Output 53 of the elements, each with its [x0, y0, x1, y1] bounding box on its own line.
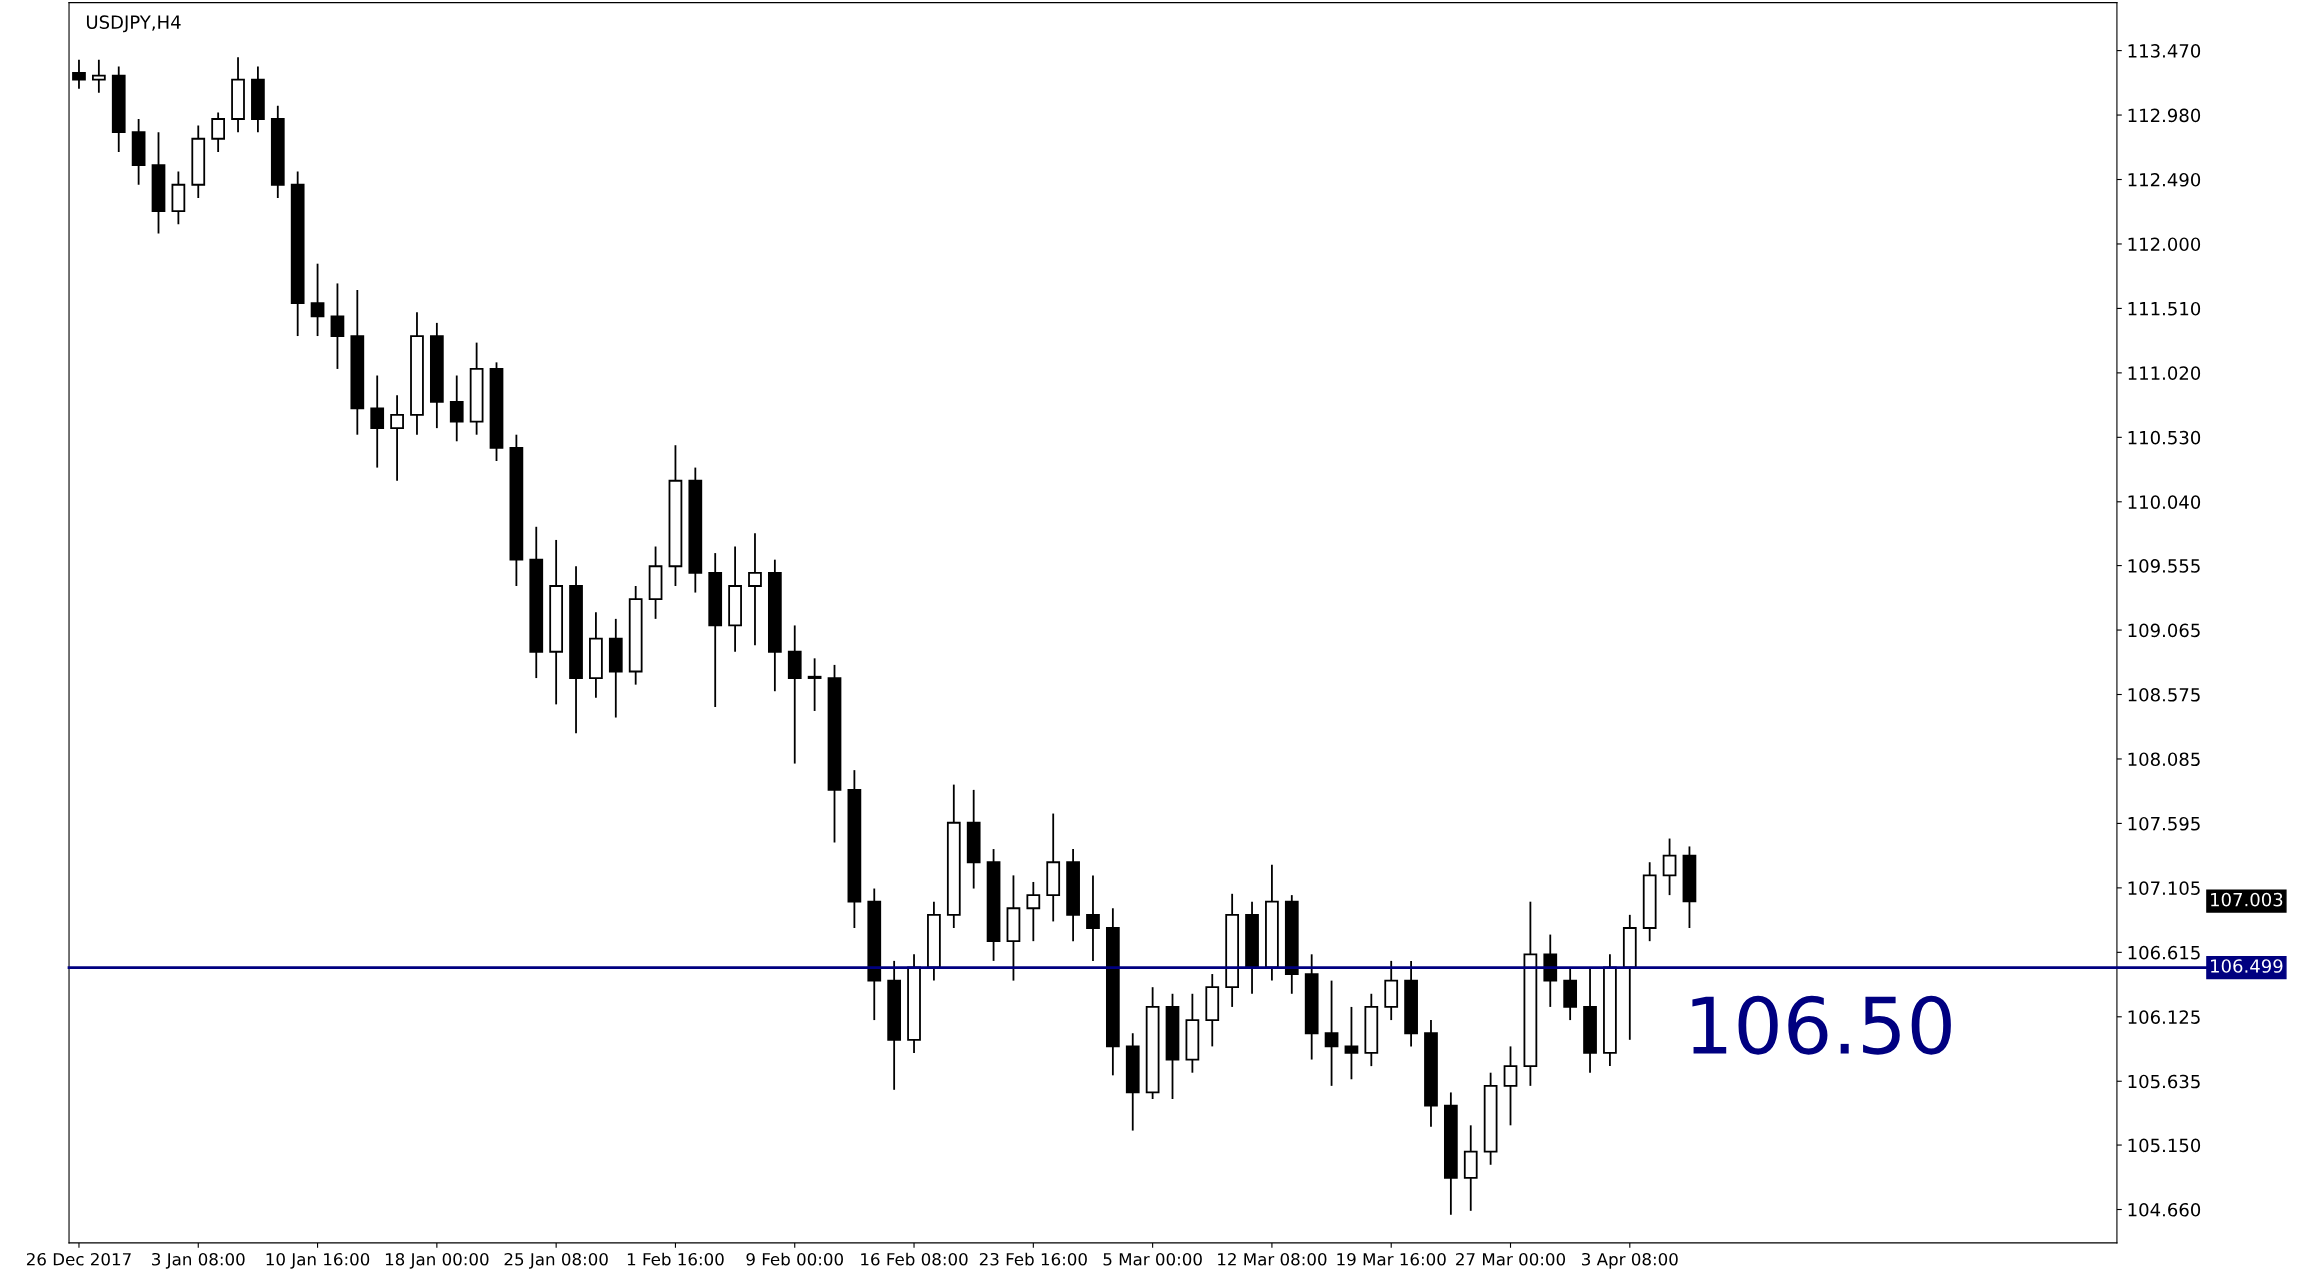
y-tick-label: 104.660: [2128, 1202, 2201, 1217]
y-tick-label: 108.085: [2128, 752, 2200, 767]
y-tick-label: 111.020: [2128, 366, 2201, 380]
y-tick-label: 105.150: [2128, 1138, 2201, 1153]
x-tick-label: 19 Mar 16:00: [1337, 1252, 1446, 1266]
candlestick: [1324, 979, 1339, 1087]
candlestick: [72, 58, 86, 90]
text: USDJPY,H4: [86, 15, 181, 33]
x-tick-label: 1 Feb 16:00: [627, 1252, 724, 1266]
candlestick: [1662, 837, 1677, 897]
x-tick-label: 9 Feb 00:00: [746, 1252, 843, 1266]
candlestick: [310, 262, 325, 337]
candlestick: [1503, 1045, 1518, 1127]
candlestick: [330, 282, 345, 370]
y-tick-label: 108.575: [2128, 687, 2200, 702]
candlestick: [1344, 1006, 1359, 1081]
x-tick-label: 27 Mar 00:00: [1456, 1252, 1566, 1266]
candlestick: [390, 394, 404, 482]
candlestick: [91, 58, 106, 94]
y-tick-label: 110.530: [2128, 430, 2201, 445]
x-tick-label: 23 Feb 16:00: [979, 1252, 1087, 1266]
y-tick-label: 109.065: [2128, 623, 2200, 638]
y-tick-label: 111.510: [2128, 301, 2201, 316]
x-tick-label: 18 Jan 00:00: [385, 1252, 489, 1269]
x-tick-label: 3 Apr 08:00: [1582, 1252, 1678, 1269]
y-tick-label: 112.000: [2128, 237, 2201, 252]
candlestick: [449, 374, 464, 443]
y-tick-label: 107.105: [2128, 881, 2200, 895]
y-tick-label: 112.490: [2128, 172, 2201, 187]
x-tick-label: 3 Jan 08:00: [152, 1252, 245, 1269]
y-tick-label: 109.555: [2128, 559, 2200, 573]
text: 107.003: [2211, 892, 2283, 907]
y-tick-label: 106.615: [2128, 945, 2200, 960]
annotation: 106.50: [1692, 995, 1951, 1055]
candlestick: [807, 657, 822, 712]
candlestick: [748, 532, 762, 647]
x-tick-label: 10 Jan 16:00: [266, 1252, 370, 1269]
y-tick-label: 105.635: [2128, 1074, 2200, 1089]
x-tick-label: 26 Dec 2017: [26, 1252, 131, 1266]
y-tick-label: 112.980: [2128, 108, 2201, 123]
candlestick: [211, 111, 226, 153]
candlestick: [370, 374, 385, 469]
x-tick-label: 12 Mar 08:00: [1218, 1252, 1327, 1266]
y-tick-label: 113.470: [2128, 44, 2201, 58]
x-tick-label: 5 Mar 00:00: [1103, 1252, 1202, 1266]
ref-line-label: 106.499: [2211, 959, 2283, 973]
y-tick-label: 110.040: [2128, 495, 2201, 509]
y-tick-label: 107.595: [2128, 816, 2200, 831]
x-tick-label: 16 Feb 08:00: [861, 1252, 968, 1266]
x-tick-label: 25 Jan 08:00: [504, 1252, 608, 1269]
candlestick: [1086, 874, 1100, 962]
candlestick: [1026, 881, 1041, 943]
y-tick-label: 106.125: [2128, 1010, 2200, 1024]
